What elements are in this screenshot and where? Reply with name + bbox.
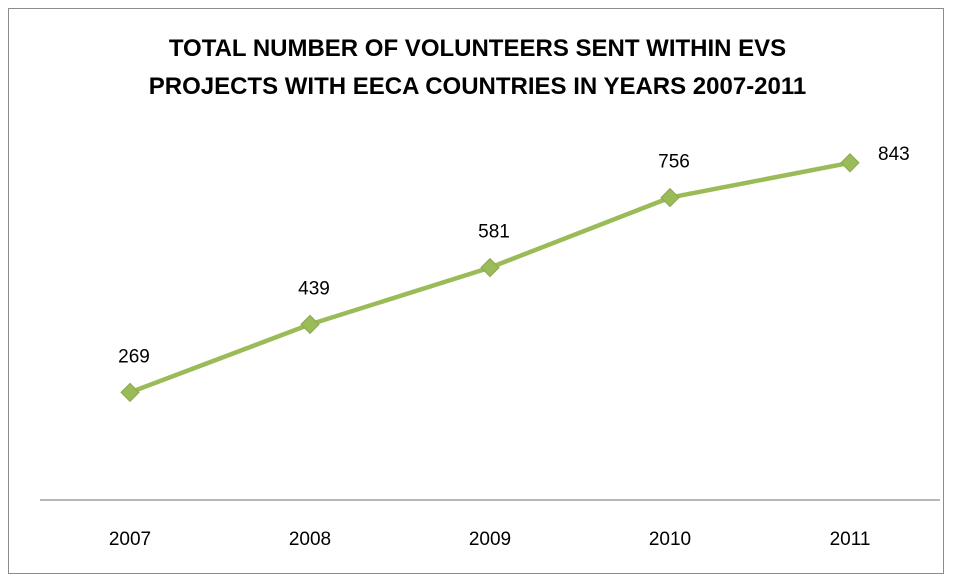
data-point-2010 [660,187,680,208]
x-tick-label-2007: 2007 [109,529,151,550]
data-point-2009 [480,257,500,278]
x-tick-label-2011: 2011 [830,529,871,550]
series-line-segment-2007-2008 [127,322,313,395]
data-point-2007 [120,382,140,403]
data-label-2011: 843 [878,144,910,165]
series-line-segment-2009-2010 [487,195,673,270]
data-label-2008: 439 [298,278,330,299]
x-tick-label-2009: 2009 [469,529,511,550]
x-tick-label-2008: 2008 [289,529,331,550]
series-line-group [127,160,853,395]
chart-title-line-1: TOTAL NUMBER OF VOLUNTEERS SENT WITHIN E… [168,35,787,62]
data-markers [120,153,860,403]
x-tick-label-2010: 2010 [649,529,691,550]
series-line-segment-2010-2011 [667,160,853,200]
data-label-2009: 581 [478,222,510,243]
chart-frame [8,8,944,574]
data-point-2008 [300,314,320,335]
data-point-2011 [840,153,860,173]
series-line-segment-2008-2009 [307,265,493,327]
chart-title-line-2: PROJECTS WITH EECA COUNTRIES IN YEARS 20… [148,73,807,100]
data-labels: 269 439 581 756 843 [118,144,910,368]
x-tick-labels: 2007 2008 2009 2010 2011 [109,529,871,550]
data-label-2007: 269 [118,346,150,367]
data-label-2010: 756 [658,152,690,173]
chart-title: TOTAL NUMBER OF VOLUNTEERS SENT WITHIN E… [0,30,955,106]
